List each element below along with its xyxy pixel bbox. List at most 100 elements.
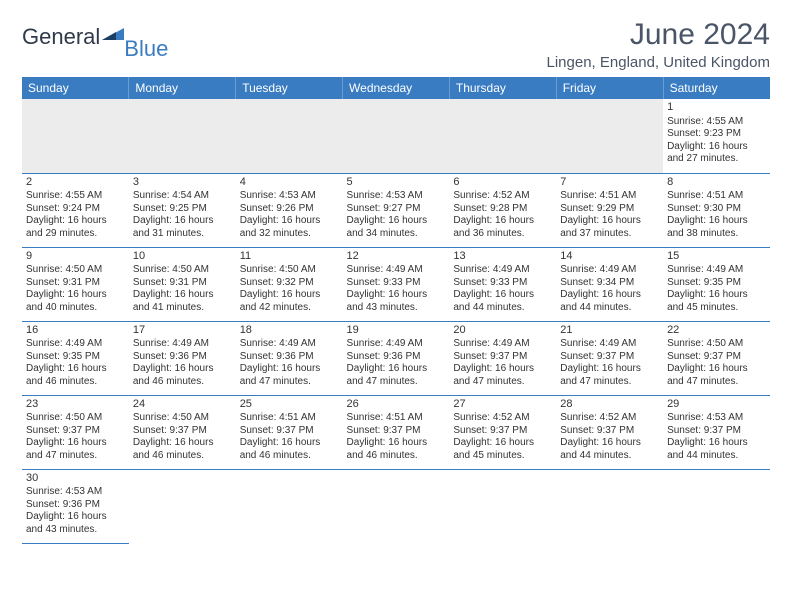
sunrise-line: Sunrise: 4:52 AM [560,412,659,425]
day-number: 16 [26,324,125,338]
sunrise-line: Sunrise: 4:49 AM [240,338,339,351]
daylight-line: Daylight: 16 hours and 43 minutes. [26,511,125,536]
calendar-cell: 7Sunrise: 4:51 AMSunset: 9:29 PMDaylight… [556,173,663,247]
calendar-row: 23Sunrise: 4:50 AMSunset: 9:37 PMDayligh… [22,395,770,469]
sunrise-line: Sunrise: 4:55 AM [667,116,766,129]
day-header: Thursday [449,77,556,99]
daylight-line: Daylight: 16 hours and 46 minutes. [347,437,446,462]
daylight-line: Daylight: 16 hours and 40 minutes. [26,289,125,314]
calendar-cell: 28Sunrise: 4:52 AMSunset: 9:37 PMDayligh… [556,395,663,469]
calendar-cell: 22Sunrise: 4:50 AMSunset: 9:37 PMDayligh… [663,321,770,395]
sunset-line: Sunset: 9:35 PM [667,277,766,290]
day-number: 18 [240,324,339,338]
calendar-cell: 17Sunrise: 4:49 AMSunset: 9:36 PMDayligh… [129,321,236,395]
sunrise-line: Sunrise: 4:53 AM [667,412,766,425]
sunrise-line: Sunrise: 4:50 AM [26,412,125,425]
day-number: 26 [347,398,446,412]
calendar-cell [663,469,770,543]
sunrise-line: Sunrise: 4:53 AM [240,190,339,203]
day-number: 24 [133,398,232,412]
calendar-cell: 30Sunrise: 4:53 AMSunset: 9:36 PMDayligh… [22,469,129,543]
sunset-line: Sunset: 9:36 PM [133,351,232,364]
daylight-line: Daylight: 16 hours and 46 minutes. [26,363,125,388]
calendar-cell: 23Sunrise: 4:50 AMSunset: 9:37 PMDayligh… [22,395,129,469]
day-number: 5 [347,176,446,190]
sunrise-line: Sunrise: 4:50 AM [133,264,232,277]
daylight-line: Daylight: 16 hours and 47 minutes. [560,363,659,388]
day-number: 2 [26,176,125,190]
day-number: 17 [133,324,232,338]
day-number: 20 [453,324,552,338]
sunrise-line: Sunrise: 4:50 AM [667,338,766,351]
day-number: 21 [560,324,659,338]
calendar-row: 16Sunrise: 4:49 AMSunset: 9:35 PMDayligh… [22,321,770,395]
calendar-cell: 16Sunrise: 4:49 AMSunset: 9:35 PMDayligh… [22,321,129,395]
sunrise-line: Sunrise: 4:52 AM [453,190,552,203]
daylight-line: Daylight: 16 hours and 47 minutes. [240,363,339,388]
calendar-row: 30Sunrise: 4:53 AMSunset: 9:36 PMDayligh… [22,469,770,543]
calendar-body: 1Sunrise: 4:55 AMSunset: 9:23 PMDaylight… [22,99,770,543]
day-number: 19 [347,324,446,338]
day-number: 22 [667,324,766,338]
daylight-line: Daylight: 16 hours and 44 minutes. [453,289,552,314]
sunrise-line: Sunrise: 4:49 AM [560,338,659,351]
calendar-cell: 12Sunrise: 4:49 AMSunset: 9:33 PMDayligh… [343,247,450,321]
day-number: 12 [347,250,446,264]
sunrise-line: Sunrise: 4:49 AM [667,264,766,277]
sunrise-line: Sunrise: 4:51 AM [240,412,339,425]
day-number: 9 [26,250,125,264]
daylight-line: Daylight: 16 hours and 29 minutes. [26,215,125,240]
sunrise-line: Sunrise: 4:50 AM [26,264,125,277]
sunset-line: Sunset: 9:29 PM [560,203,659,216]
day-header: Wednesday [343,77,450,99]
sunset-line: Sunset: 9:36 PM [240,351,339,364]
calendar-cell: 1Sunrise: 4:55 AMSunset: 9:23 PMDaylight… [663,99,770,173]
day-number: 29 [667,398,766,412]
sunrise-line: Sunrise: 4:49 AM [347,338,446,351]
sunset-line: Sunset: 9:37 PM [26,425,125,438]
calendar-cell: 14Sunrise: 4:49 AMSunset: 9:34 PMDayligh… [556,247,663,321]
day-number: 3 [133,176,232,190]
daylight-line: Daylight: 16 hours and 32 minutes. [240,215,339,240]
daylight-line: Daylight: 16 hours and 44 minutes. [560,437,659,462]
sunrise-line: Sunrise: 4:50 AM [133,412,232,425]
calendar-cell: 13Sunrise: 4:49 AMSunset: 9:33 PMDayligh… [449,247,556,321]
calendar-cell [343,469,450,543]
calendar-cell: 9Sunrise: 4:50 AMSunset: 9:31 PMDaylight… [22,247,129,321]
sunset-line: Sunset: 9:31 PM [26,277,125,290]
daylight-line: Daylight: 16 hours and 46 minutes. [133,437,232,462]
logo-text-general: General [22,24,100,50]
sunrise-line: Sunrise: 4:49 AM [26,338,125,351]
calendar-cell: 8Sunrise: 4:51 AMSunset: 9:30 PMDaylight… [663,173,770,247]
daylight-line: Daylight: 16 hours and 47 minutes. [347,363,446,388]
daylight-line: Daylight: 16 hours and 46 minutes. [133,363,232,388]
sunset-line: Sunset: 9:25 PM [133,203,232,216]
calendar-cell [129,469,236,543]
sunset-line: Sunset: 9:28 PM [453,203,552,216]
sunrise-line: Sunrise: 4:53 AM [26,486,125,499]
sunset-line: Sunset: 9:27 PM [347,203,446,216]
calendar-cell: 2Sunrise: 4:55 AMSunset: 9:24 PMDaylight… [22,173,129,247]
sunset-line: Sunset: 9:36 PM [26,499,125,512]
month-title: June 2024 [547,18,771,52]
daylight-line: Daylight: 16 hours and 36 minutes. [453,215,552,240]
day-number: 25 [240,398,339,412]
daylight-line: Daylight: 16 hours and 43 minutes. [347,289,446,314]
sunset-line: Sunset: 9:31 PM [133,277,232,290]
calendar-cell [129,99,236,173]
sunrise-line: Sunrise: 4:50 AM [240,264,339,277]
day-number: 28 [560,398,659,412]
sunrise-line: Sunrise: 4:51 AM [347,412,446,425]
sunrise-line: Sunrise: 4:49 AM [560,264,659,277]
calendar-cell [449,99,556,173]
calendar-cell: 19Sunrise: 4:49 AMSunset: 9:36 PMDayligh… [343,321,450,395]
daylight-line: Daylight: 16 hours and 31 minutes. [133,215,232,240]
sunset-line: Sunset: 9:37 PM [347,425,446,438]
daylight-line: Daylight: 16 hours and 37 minutes. [560,215,659,240]
sunset-line: Sunset: 9:36 PM [347,351,446,364]
sunset-line: Sunset: 9:34 PM [560,277,659,290]
daylight-line: Daylight: 16 hours and 42 minutes. [240,289,339,314]
sunset-line: Sunset: 9:33 PM [453,277,552,290]
calendar-cell: 6Sunrise: 4:52 AMSunset: 9:28 PMDaylight… [449,173,556,247]
sunrise-line: Sunrise: 4:49 AM [133,338,232,351]
